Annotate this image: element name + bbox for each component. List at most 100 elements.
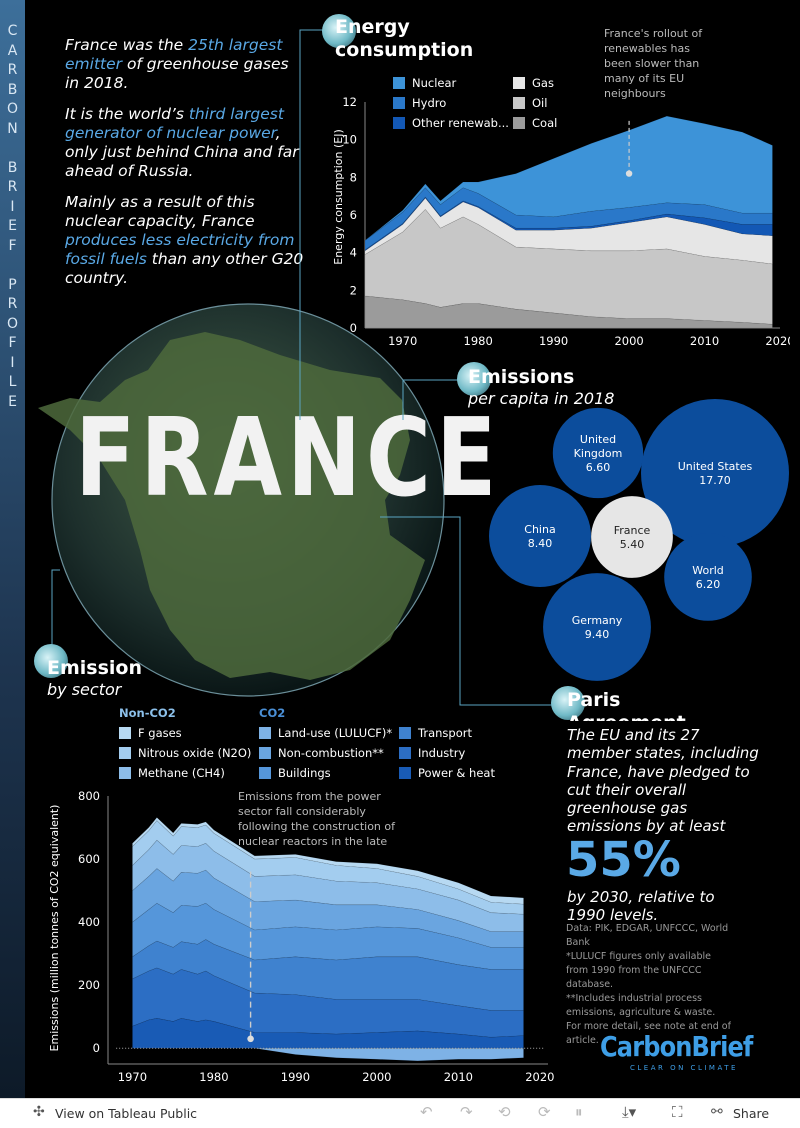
bubble-value-label: 17.70 bbox=[699, 474, 731, 487]
emissions-by-sector-chart[interactable]: 1970 1980 1990 2000 2010 2020 0 200 400 600 800 Emi… bbox=[40, 780, 560, 1095]
bubble-country-label: United States bbox=[678, 460, 753, 473]
bubble-united-states bbox=[641, 399, 789, 547]
sidebar-letter: R bbox=[7, 179, 18, 195]
x-tick-label: 2010 bbox=[690, 334, 719, 348]
intro-paragraph-2: It is the world’s third largest generato… bbox=[65, 105, 299, 180]
legend-item-f-gases[interactable]: F gases bbox=[119, 726, 182, 740]
y-tick-label: 600 bbox=[78, 852, 100, 866]
paris-body: The EU and its 27 member states, includi… bbox=[567, 726, 759, 836]
sidebar-letter: R bbox=[7, 62, 18, 78]
y-tick-label: 0 bbox=[350, 321, 357, 335]
legend-item-buildings[interactable]: Buildings bbox=[259, 766, 331, 780]
legend-item-coal[interactable]: Coal bbox=[513, 116, 557, 130]
paris-big-percent: 55% bbox=[566, 832, 681, 888]
bubble-france bbox=[591, 496, 673, 578]
revert-icon[interactable]: ⟲ bbox=[498, 1103, 511, 1121]
sidebar-letter: C bbox=[7, 23, 18, 39]
sector-annotation: Emissions from the power sector fall con… bbox=[238, 790, 396, 847]
y-axis-label: Energy consumption (EJ) bbox=[332, 129, 345, 265]
sidebar-letter: E bbox=[8, 393, 17, 410]
energy-title: Energy consumption bbox=[335, 16, 474, 61]
energy-knob bbox=[322, 14, 356, 48]
area-series-nuclear bbox=[364, 115, 773, 241]
x-tick-label: 2000 bbox=[614, 334, 643, 348]
sidebar-letter: L bbox=[8, 374, 17, 390]
annotation-dot bbox=[625, 170, 633, 177]
per-capita-header: Emissions per capita in 2018 bbox=[468, 366, 618, 411]
legend-group-co2: CO2 bbox=[259, 706, 286, 720]
area-series-gas bbox=[364, 197, 773, 265]
carbonbrief-logo[interactable]: CarbonBrief bbox=[600, 1030, 753, 1063]
bubble-country-label: France bbox=[614, 524, 651, 537]
sidebar-letter: N bbox=[7, 120, 18, 137]
legend-item-nuclear[interactable]: Nuclear bbox=[393, 76, 456, 90]
sidebar-letter: B bbox=[7, 81, 18, 98]
bubble-country-label: Germany bbox=[572, 614, 623, 627]
intro-paragraph-3: Mainly as a result of this nuclear capac… bbox=[65, 193, 304, 287]
sector-knob bbox=[34, 644, 68, 678]
legend-item-power-heat[interactable]: Power & heat bbox=[399, 766, 495, 780]
legend-item-hydro[interactable]: Hydro bbox=[393, 96, 446, 110]
x-tick-label: 1990 bbox=[539, 334, 568, 348]
download-icon[interactable]: ⤓▾ bbox=[622, 1103, 637, 1121]
share-button[interactable]: Share bbox=[733, 1106, 770, 1121]
legend-item-oil[interactable]: Oil bbox=[513, 96, 547, 110]
sidebar-letter: R bbox=[7, 296, 18, 312]
sidebar-letter: F bbox=[8, 237, 17, 254]
legend-item-gas[interactable]: Gas bbox=[513, 76, 554, 90]
area-series-coal bbox=[364, 295, 773, 329]
bubble-value-label: 8.40 bbox=[528, 537, 553, 550]
legend-item-other-renewables[interactable]: Other renewab... bbox=[393, 116, 509, 130]
redo-icon[interactable]: ↷ bbox=[460, 1103, 473, 1121]
legend-item-non-combustion[interactable]: Non-combustion** bbox=[259, 746, 384, 760]
per-capita-subtitle: per capita in 2018 bbox=[468, 389, 615, 408]
x-tick-label: 2020 bbox=[765, 334, 790, 348]
area-series-methane-ch4- bbox=[132, 839, 524, 932]
paris-title: Paris Agreement bbox=[567, 689, 686, 721]
legend-group-non-co2: Non-CO2 bbox=[119, 706, 176, 720]
tableau-icon: ✣ bbox=[33, 1104, 45, 1120]
sector-legend: Non-CO2 CO2 F gases Nitrous oxide (N2O) … bbox=[119, 706, 519, 786]
sidebar-letter: E bbox=[8, 218, 17, 234]
energy-consumption-chart[interactable]: 1970 1980 1990 2000 2010 2020 0 2 4 6 8 10 12 Energy … bbox=[330, 90, 790, 360]
bubble-china bbox=[489, 485, 591, 587]
legend-item-n2o[interactable]: Nitrous oxide (N2O) bbox=[119, 746, 251, 760]
forward-icon[interactable]: ⟳ bbox=[538, 1103, 551, 1121]
y-tick-label: 0 bbox=[93, 1041, 100, 1055]
paris-tail: by 2030, relative to 1990 levels. bbox=[567, 888, 715, 924]
fullscreen-icon[interactable]: ⛶ bbox=[672, 1103, 683, 1121]
sidebar-letter: I bbox=[10, 198, 15, 215]
sidebar-letter: O bbox=[6, 315, 19, 332]
sidebar-letter: F bbox=[8, 335, 17, 351]
sidebar-letter: A bbox=[7, 42, 18, 59]
x-tick-label: 2020 bbox=[525, 1070, 554, 1084]
x-tick-label: 1980 bbox=[199, 1070, 228, 1084]
x-tick-label: 1980 bbox=[464, 334, 493, 348]
intro-paragraph-1: France was the 25th largest emitter of g… bbox=[65, 36, 289, 92]
legend-item-industry[interactable]: Industry bbox=[399, 746, 465, 760]
france-landmass bbox=[38, 332, 425, 680]
legend-item-lulucf[interactable]: Land-use (LULUCF)* bbox=[259, 726, 392, 740]
legend-item-ch4[interactable]: Methane (CH4) bbox=[119, 766, 225, 780]
bubble-country-label: United bbox=[580, 433, 616, 446]
legend-item-transport[interactable]: Transport bbox=[399, 726, 472, 740]
undo-icon[interactable]: ↶ bbox=[420, 1103, 433, 1121]
y-axis-label: Emissions (million tonnes of CO2 equival… bbox=[48, 805, 61, 1052]
area-series-oil bbox=[364, 208, 773, 325]
y-tick-label: 10 bbox=[342, 133, 357, 147]
x-tick-label: 1990 bbox=[281, 1070, 310, 1084]
area-series-land-use-lulucf- bbox=[132, 1047, 524, 1062]
data-notes: Data: PIK, EDGAR, UNFCCC, World Bank *LU… bbox=[566, 922, 731, 1047]
share-icon[interactable]: ⚯ bbox=[711, 1104, 723, 1120]
pause-icon[interactable]: ⏸ bbox=[575, 1103, 583, 1121]
y-tick-label: 12 bbox=[342, 95, 357, 109]
area-series-nitrous-oxide-n2o- bbox=[132, 820, 524, 915]
carbonbrief-tagline: CLEAR ON CLIMATE bbox=[630, 1064, 738, 1072]
note-data-sources: Data: PIK, EDGAR, UNFCCC, World Bank bbox=[566, 923, 729, 948]
view-on-tableau-link[interactable]: View on Tableau Public bbox=[55, 1106, 198, 1121]
sector-subtitle: by sector bbox=[47, 680, 122, 699]
y-tick-label: 8 bbox=[350, 170, 357, 184]
